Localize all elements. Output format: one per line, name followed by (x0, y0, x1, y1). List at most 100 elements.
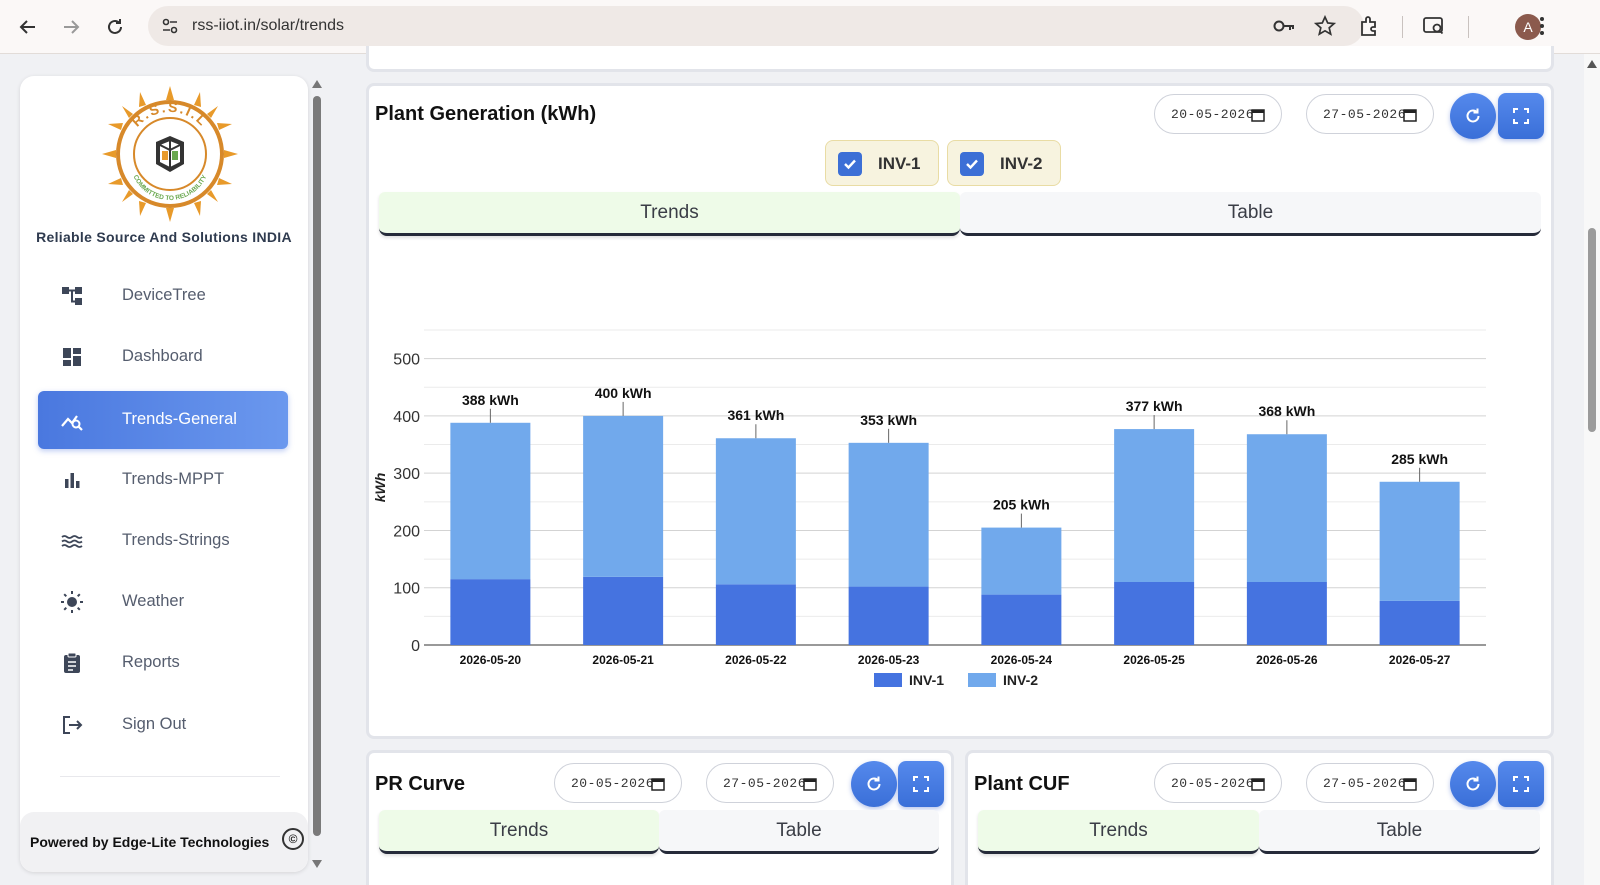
cuf-end-date[interactable]: 27-05-2026 (1306, 763, 1434, 803)
toolbar-divider (1402, 16, 1403, 38)
y-tick-label: 200 (393, 523, 420, 540)
pr-fullscreen-button[interactable] (898, 761, 944, 807)
sidebar-item-label: Reports (122, 653, 180, 671)
logout-icon (63, 716, 83, 734)
inv2-filter-checkbox[interactable]: INV-2 (947, 140, 1061, 186)
legend-swatch-inv2 (968, 673, 996, 687)
end-date-value: 27-05-2026 (1323, 775, 1407, 791)
scroll-up-icon[interactable] (1584, 58, 1600, 70)
cuf-refresh-button[interactable] (1450, 761, 1496, 807)
x-tick-label: 2026-05-23 (858, 653, 920, 667)
bar-inv2 (981, 527, 1062, 595)
back-arrow-icon[interactable] (15, 14, 41, 40)
pr-end-date[interactable]: 27-05-2026 (706, 763, 834, 803)
scroll-up-icon[interactable] (310, 78, 324, 90)
tab-trends[interactable]: Trends (379, 192, 960, 236)
tab-table[interactable]: Table (1259, 810, 1540, 854)
data-label: 400 kWh (595, 385, 652, 401)
clipboard-icon (64, 652, 80, 673)
calendar-icon[interactable] (651, 777, 665, 791)
x-tick-label: 2026-05-20 (460, 653, 522, 667)
sidebar-item-label: Trends-Strings (122, 531, 230, 549)
trends-general-icon (61, 415, 83, 431)
reload-icon[interactable] (102, 14, 128, 40)
pr-refresh-button[interactable] (851, 761, 897, 807)
pr-start-date[interactable]: 20-05-2026 (554, 763, 682, 803)
calendar-icon[interactable] (1251, 108, 1265, 122)
page-scrollbar-thumb[interactable] (1588, 228, 1596, 432)
address-bar[interactable]: rss-iiot.in/solar/trends (148, 6, 1364, 46)
sidebar-scrollbar-thumb[interactable] (313, 96, 321, 836)
sidebar-item-label: Dashboard (122, 347, 203, 365)
more-menu-icon[interactable] (1530, 14, 1554, 43)
refresh-icon (1466, 776, 1480, 791)
sidebar-item-weather[interactable]: Weather (38, 573, 288, 631)
generation-refresh-button[interactable] (1450, 93, 1496, 139)
data-label: 353 kWh (860, 412, 917, 428)
sidebar-item-dashboard[interactable]: Dashboard (38, 328, 288, 386)
legend-label: INV-1 (909, 672, 944, 688)
fullscreen-icon (1513, 776, 1529, 792)
site-settings-icon[interactable] (160, 16, 180, 41)
tab-search-icon[interactable] (1422, 14, 1446, 43)
sidebar-item-label: Trends-General (122, 410, 237, 428)
calendar-icon[interactable] (803, 777, 817, 791)
bar-inv2 (450, 422, 531, 580)
bar-inv1 (1114, 582, 1195, 645)
cuf-tabs: Trends Table (978, 810, 1540, 854)
start-date-value: 20-05-2026 (571, 775, 655, 791)
calendar-icon[interactable] (1251, 777, 1265, 791)
calendar-icon[interactable] (1403, 108, 1417, 122)
pr-tabs: Trends Table (379, 810, 939, 854)
sidebar-item-reports[interactable]: Reports (38, 634, 288, 692)
x-tick-label: 2026-05-25 (1123, 653, 1185, 667)
sidebar-item-trends-strings[interactable]: Trends-Strings (38, 512, 288, 570)
powered-by-text: Powered by Edge-Lite Technologies (30, 834, 270, 850)
y-tick-label: 0 (411, 638, 420, 655)
generation-fullscreen-button[interactable] (1498, 93, 1544, 139)
y-tick-label: 500 (393, 352, 420, 369)
sidebar-item-trends-mppt[interactable]: Trends-MPPT (38, 451, 288, 509)
calendar-icon[interactable] (1403, 777, 1417, 791)
sidebar-item-sign-out[interactable]: Sign Out (38, 696, 288, 754)
y-tick-label: 400 (393, 409, 420, 426)
refresh-icon (867, 776, 881, 791)
extensions-icon[interactable] (1358, 14, 1382, 43)
password-key-icon[interactable] (1272, 16, 1296, 41)
plant-cuf-title: Plant CUF (974, 773, 1070, 795)
forward-arrow-icon[interactable] (58, 14, 84, 40)
previous-card-edge (366, 46, 1554, 72)
dashboard-icon (63, 348, 81, 366)
sidebar-item-trends-general[interactable]: Trends-General (38, 391, 288, 449)
device-tree-icon (62, 287, 82, 305)
generation-start-date[interactable]: 20-05-2026 (1154, 94, 1282, 134)
x-tick-label: 2026-05-24 (991, 653, 1053, 667)
tab-table[interactable]: Table (659, 810, 939, 854)
x-tick-label: 2026-05-21 (592, 653, 654, 667)
bookmark-star-icon[interactable] (1313, 14, 1337, 42)
tab-table[interactable]: Table (960, 192, 1541, 236)
x-tick-label: 2026-05-22 (725, 653, 787, 667)
cuf-start-date[interactable]: 20-05-2026 (1154, 763, 1282, 803)
page-scrollbar[interactable] (1584, 54, 1600, 885)
browser-toolbar: rss-iiot.in/solar/trends A (0, 0, 1600, 54)
end-date-value: 27-05-2026 (1323, 106, 1407, 122)
data-label: 368 kWh (1258, 403, 1315, 419)
bar-inv1 (1379, 600, 1460, 645)
sidebar-item-devicetree[interactable]: DeviceTree (38, 267, 288, 325)
tab-trends[interactable]: Trends (978, 810, 1259, 854)
bar-inv1 (583, 576, 664, 645)
powered-by-footer: Powered by Edge-Lite Technologies © (20, 812, 308, 872)
cuf-fullscreen-button[interactable] (1498, 761, 1544, 807)
refresh-icon (1466, 108, 1480, 123)
sidebar-scrollbar[interactable] (310, 76, 324, 872)
bar-inv1 (1246, 582, 1327, 645)
sun-icon (61, 591, 83, 613)
inv1-filter-checkbox[interactable]: INV-1 (825, 140, 939, 186)
generation-end-date[interactable]: 27-05-2026 (1306, 94, 1434, 134)
bar-inv1 (450, 579, 531, 645)
y-tick-label: 300 (393, 466, 420, 483)
profile-avatar[interactable]: A (1515, 14, 1541, 40)
scroll-down-icon[interactable] (310, 858, 324, 870)
tab-trends[interactable]: Trends (379, 810, 659, 854)
